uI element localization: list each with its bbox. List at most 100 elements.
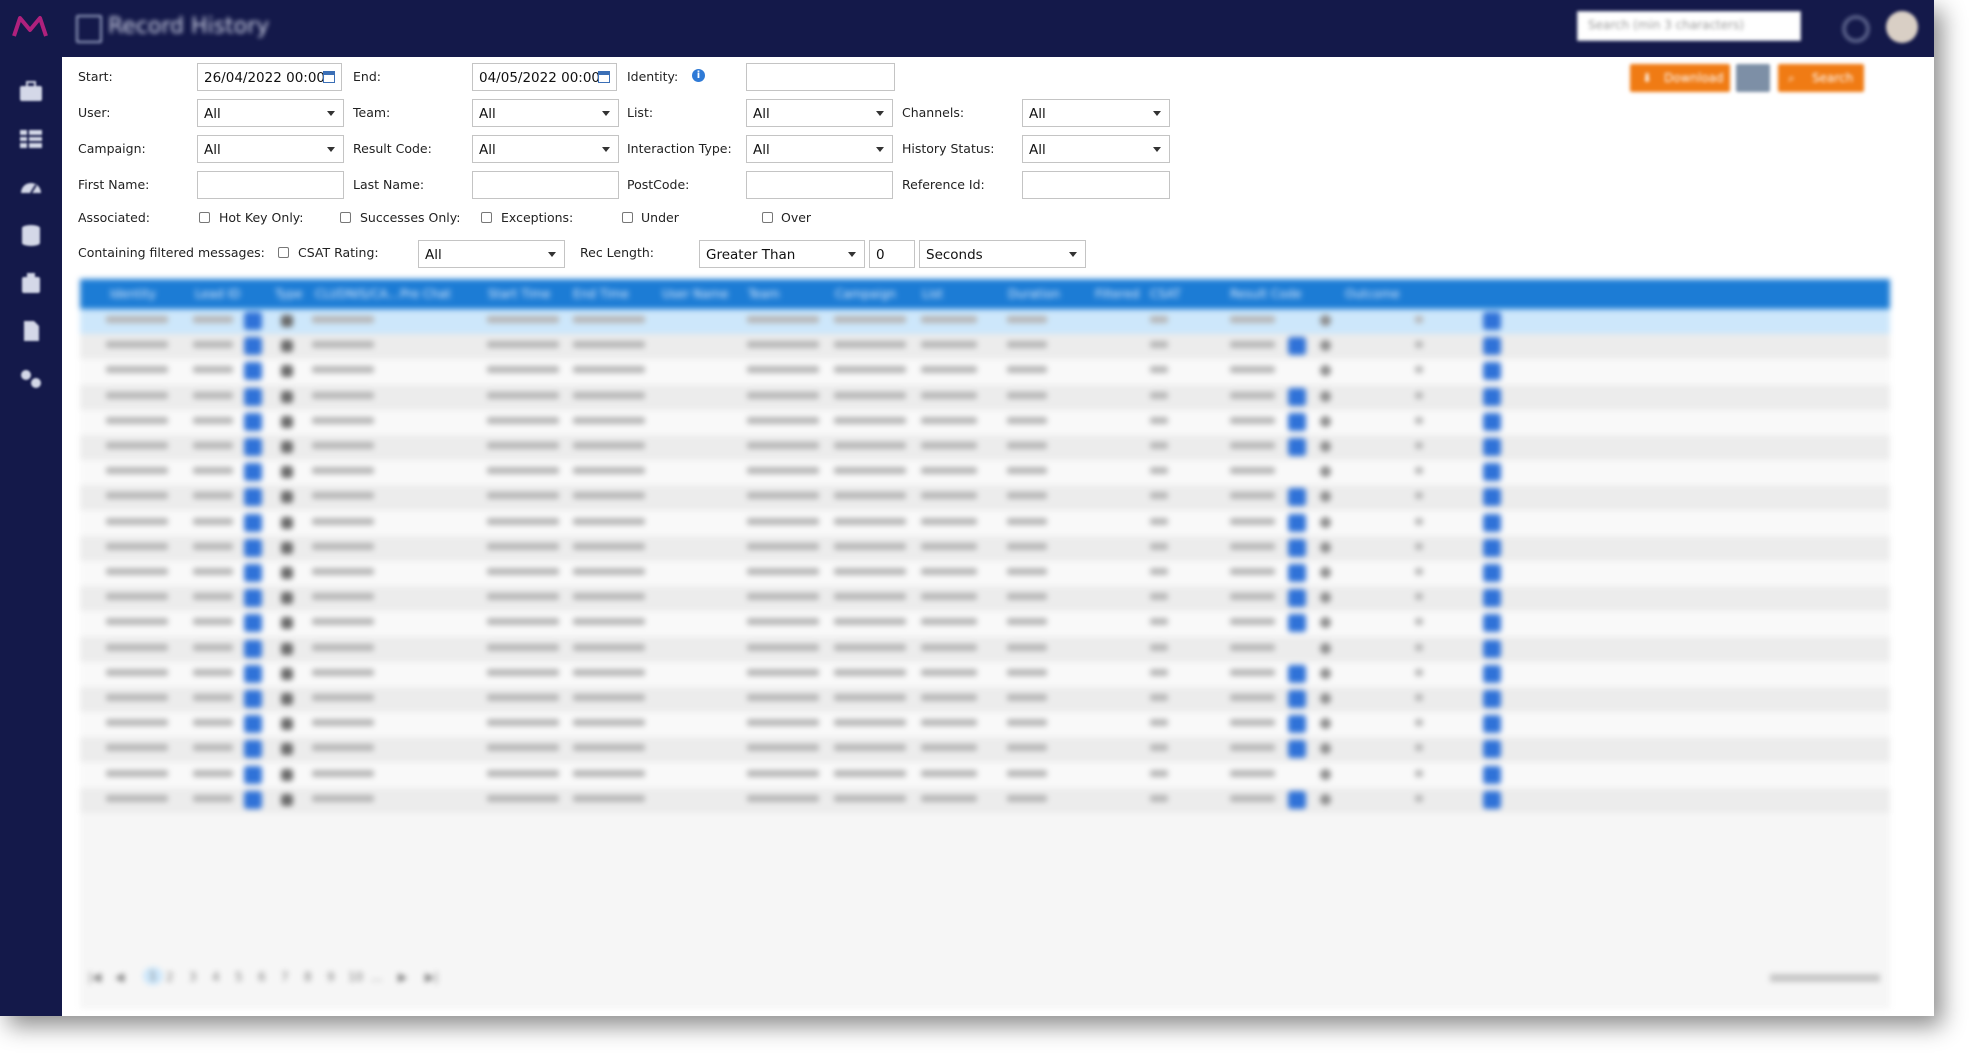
pager-nav-icon[interactable]: ▶ [398,970,408,984]
lead-details-button[interactable] [244,639,262,658]
start-date-input[interactable]: 26/04/2022 00:00 [197,63,342,91]
calendar-icon[interactable] [598,71,610,83]
edit-result-button[interactable] [1288,715,1306,734]
edit-result-button[interactable] [1288,564,1306,582]
briefcase-icon[interactable] [18,79,44,103]
help-icon[interactable] [1843,16,1869,42]
lead-details-button[interactable] [244,564,262,582]
grid-column-header[interactable]: Type [275,287,303,301]
lead-details-button[interactable] [244,589,262,608]
app-logo-icon[interactable] [10,12,50,42]
pager-page-link[interactable]: 9 [327,970,335,984]
download-button[interactable]: ⬇ Download [1630,64,1730,92]
reports-icon[interactable] [18,271,44,295]
team-select[interactable]: All [472,99,619,127]
table-row[interactable] [80,661,1890,687]
csat-rating-select[interactable]: All [418,240,565,268]
grid-column-header[interactable]: CLI/DNIS/CA... [315,287,399,301]
pager-page-link[interactable]: ... [371,970,383,984]
row-menu-button[interactable] [1483,412,1501,431]
table-row[interactable] [80,561,1890,586]
grid-column-header[interactable]: Identity [110,287,156,301]
grid-column-header[interactable]: Start Time [488,287,551,301]
row-menu-button[interactable] [1483,463,1501,482]
pager-page-link[interactable]: 2 [166,970,174,984]
lead-details-button[interactable] [244,740,262,759]
table-row[interactable] [80,435,1890,460]
edit-result-button[interactable] [1288,337,1306,356]
lead-details-button[interactable] [244,614,262,633]
row-menu-button[interactable] [1483,740,1501,759]
row-menu-button[interactable] [1483,538,1501,557]
grid-column-header[interactable]: Team [748,287,780,301]
table-row[interactable] [80,409,1890,435]
grid-column-header[interactable]: CSAT [1150,287,1181,301]
table-row[interactable] [80,586,1890,612]
pager-page-link[interactable]: 6 [258,970,266,984]
pager-nav-icon[interactable]: |◀ [88,970,102,984]
lead-details-button[interactable] [244,690,262,708]
column-menu-button[interactable] [1736,64,1770,92]
edit-result-button[interactable] [1288,790,1306,809]
pager-page-link[interactable]: 4 [212,970,220,984]
grid-column-header[interactable]: Pre Chat [400,287,451,301]
dashboard-gauge-icon[interactable] [18,175,44,199]
lead-details-button[interactable] [244,715,262,734]
campaign-select[interactable]: All [197,135,344,163]
grid-column-header[interactable]: Duration [1008,287,1061,301]
grid-column-header[interactable]: End Time [573,287,629,301]
rec-length-value-input[interactable]: 0 [869,240,915,268]
grid-column-header[interactable]: Outcome [1345,287,1400,301]
edit-result-button[interactable] [1288,488,1306,507]
exceptions-checkbox[interactable] [622,212,633,223]
pager-nav-icon[interactable]: ◀ [115,970,125,984]
table-row[interactable] [80,787,1890,813]
successes-only-checkbox[interactable] [481,212,492,223]
lead-details-button[interactable] [244,387,262,406]
postcode-input[interactable] [746,171,893,199]
document-icon[interactable] [18,319,44,343]
reference-id-input[interactable] [1022,171,1170,199]
settings-users-icon[interactable] [18,367,44,391]
table-row[interactable] [80,611,1890,637]
interaction-type-select[interactable]: All [746,135,893,163]
lead-details-button[interactable] [244,488,262,507]
row-menu-button[interactable] [1483,589,1501,608]
row-menu-button[interactable] [1483,312,1501,330]
pager-page-link[interactable]: 5 [235,970,243,984]
row-menu-button[interactable] [1483,387,1501,406]
lead-details-button[interactable] [244,664,262,683]
info-icon[interactable]: i [692,69,705,82]
first-name-input[interactable] [197,171,344,199]
lead-details-button[interactable] [244,337,262,356]
edit-result-button[interactable] [1288,664,1306,683]
lead-details-button[interactable] [244,513,262,532]
row-menu-button[interactable] [1483,614,1501,633]
row-menu-button[interactable] [1483,337,1501,356]
edit-result-button[interactable] [1288,589,1306,608]
channels-select[interactable]: All [1022,99,1170,127]
user-select[interactable]: All [197,99,344,127]
table-row[interactable] [80,737,1890,763]
lead-details-button[interactable] [244,538,262,557]
lead-details-button[interactable] [244,362,262,381]
table-row[interactable] [80,535,1890,561]
table-row[interactable] [80,334,1890,360]
row-menu-button[interactable] [1483,362,1501,381]
table-row[interactable] [80,636,1890,662]
lead-details-button[interactable] [244,412,262,431]
table-row[interactable] [80,687,1890,712]
table-row[interactable] [80,384,1890,410]
lead-details-button[interactable] [244,790,262,809]
grid-column-header[interactable]: Filtered [1095,287,1140,301]
grid-column-header[interactable]: Lead ID [195,287,241,301]
lead-details-button[interactable] [244,765,262,784]
database-icon[interactable] [18,223,44,247]
row-menu-button[interactable] [1483,639,1501,658]
last-name-input[interactable] [472,171,619,199]
grid-column-header[interactable]: Result Code [1230,287,1302,301]
lead-details-button[interactable] [244,312,262,330]
table-row[interactable] [80,712,1890,738]
edit-result-button[interactable] [1288,438,1306,456]
row-menu-button[interactable] [1483,513,1501,532]
